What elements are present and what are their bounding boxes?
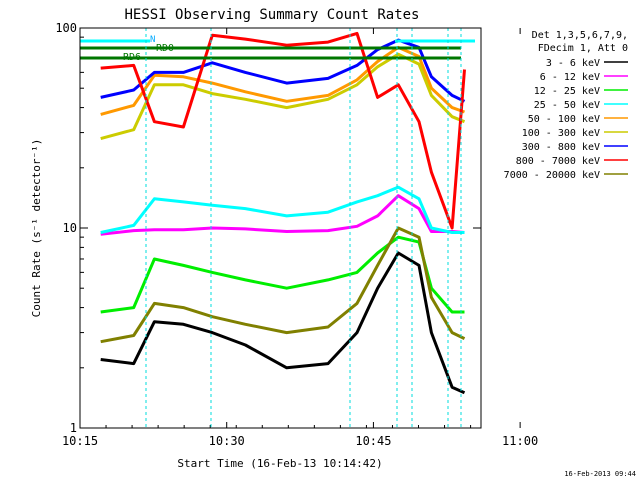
legend-label: 7000 - 20000 keV <box>504 170 600 181</box>
series-line-7 <box>100 31 466 230</box>
y-tick-label: 100 <box>55 21 77 35</box>
x-axis-label: Start Time (16-Feb-13 10:14:42) <box>177 457 382 470</box>
series-line-8 <box>100 226 466 344</box>
legend-title-line-2: FDecim 1, Att 0 <box>538 43 628 54</box>
legend-label: 300 - 800 keV <box>522 142 600 153</box>
chart-title: HESSI Observing Summary Count Rates <box>124 7 419 23</box>
series-line-5 <box>100 52 466 141</box>
legend-label: 50 - 100 keV <box>528 114 600 125</box>
legend-label: 6 - 12 keV <box>540 72 600 83</box>
legend-label: 12 - 25 keV <box>534 86 600 97</box>
legend-title-line-1: Det 1,3,5,6,7,9, <box>532 30 628 41</box>
series-line-2 <box>100 235 465 314</box>
series-line-4 <box>100 45 466 116</box>
series-line-0 <box>100 251 466 395</box>
plot-frame <box>79 27 482 429</box>
legend-label: 3 - 6 keV <box>546 58 600 69</box>
series-line-3 <box>100 185 465 234</box>
series-line-1 <box>100 194 465 236</box>
annotation-n: N <box>150 35 155 45</box>
y-tick-label: 10 <box>63 221 77 235</box>
legend-label: 100 - 300 keV <box>522 128 600 139</box>
legend-label: 800 - 7000 keV <box>516 156 600 167</box>
y-axis-label: Count Rate (s⁻¹ detector⁻¹) <box>30 139 43 318</box>
footer-date: 16-Feb-2013 09:44 <box>564 470 636 478</box>
x-tick-label: 10:45 <box>355 434 391 448</box>
x-tick-label: 11:00 <box>502 434 538 448</box>
y-tick-label: 1 <box>70 421 77 435</box>
x-tick-label: 10:15 <box>62 434 98 448</box>
series-line-6 <box>100 38 466 103</box>
x-tick-label: 10:30 <box>209 434 245 448</box>
legend-label: 25 - 50 keV <box>534 100 600 111</box>
